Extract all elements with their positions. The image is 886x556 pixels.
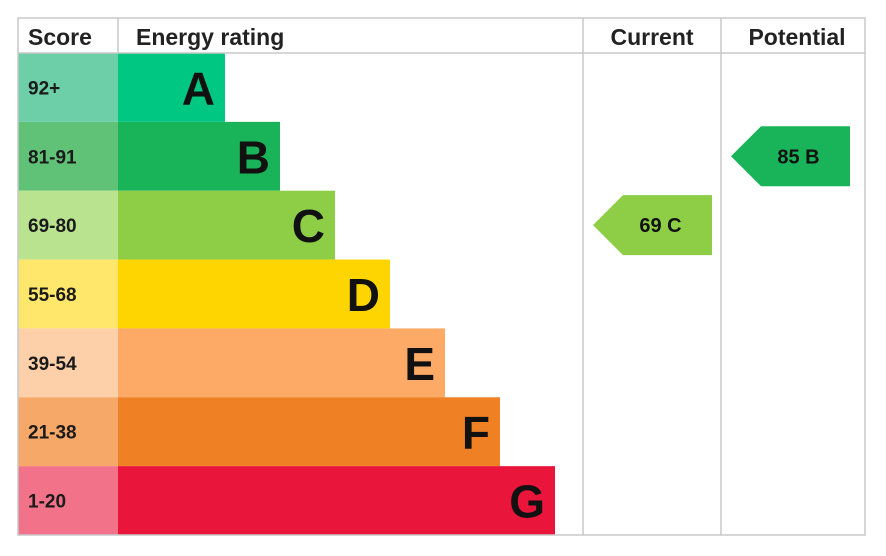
- score-range-F: 21-38: [28, 423, 77, 444]
- rating-bar-C: [118, 190, 335, 260]
- score-range-C: 69-80: [28, 216, 77, 237]
- rating-bar-A: [118, 53, 225, 122]
- score-range-A: 92+: [28, 78, 60, 99]
- rating-bar-E: [118, 328, 445, 398]
- header-current: Current: [610, 24, 693, 50]
- score-range-G: 1-20: [28, 492, 66, 513]
- score-cell-C: [18, 190, 118, 260]
- rating-letter-E: E: [404, 338, 435, 390]
- table-border: [17, 17, 866, 536]
- rating-letter-F: F: [462, 407, 490, 459]
- current-rating-arrow: [593, 195, 712, 256]
- rating-letter-A: A: [182, 62, 215, 114]
- rating-bar-D: [118, 259, 390, 329]
- rating-letter-D: D: [347, 269, 380, 321]
- score-cell-D: [18, 259, 118, 329]
- rating-bar-B: [118, 121, 280, 191]
- score-range-B: 81-91: [28, 147, 77, 168]
- score-cell-F: [18, 397, 118, 467]
- header-energy-rating: Energy rating: [136, 24, 284, 50]
- score-range-E: 39-54: [28, 354, 77, 375]
- rating-letter-B: B: [237, 131, 270, 183]
- score-range-D: 55-68: [28, 285, 77, 306]
- rating-letter-G: G: [509, 476, 545, 528]
- header-score: Score: [28, 24, 92, 50]
- potential-rating-arrow: [731, 126, 850, 187]
- rating-bar-F: [118, 397, 500, 467]
- rating-letter-C: C: [292, 200, 325, 252]
- rating-bar-G: [118, 466, 555, 535]
- score-cell-E: [18, 328, 118, 398]
- score-cell-B: [18, 121, 118, 191]
- score-cell-A: [18, 53, 118, 122]
- header-potential: Potential: [748, 24, 845, 50]
- potential-rating-label: 85 B: [777, 146, 819, 168]
- score-cell-G: [18, 466, 118, 535]
- current-rating-label: 69 C: [639, 215, 681, 237]
